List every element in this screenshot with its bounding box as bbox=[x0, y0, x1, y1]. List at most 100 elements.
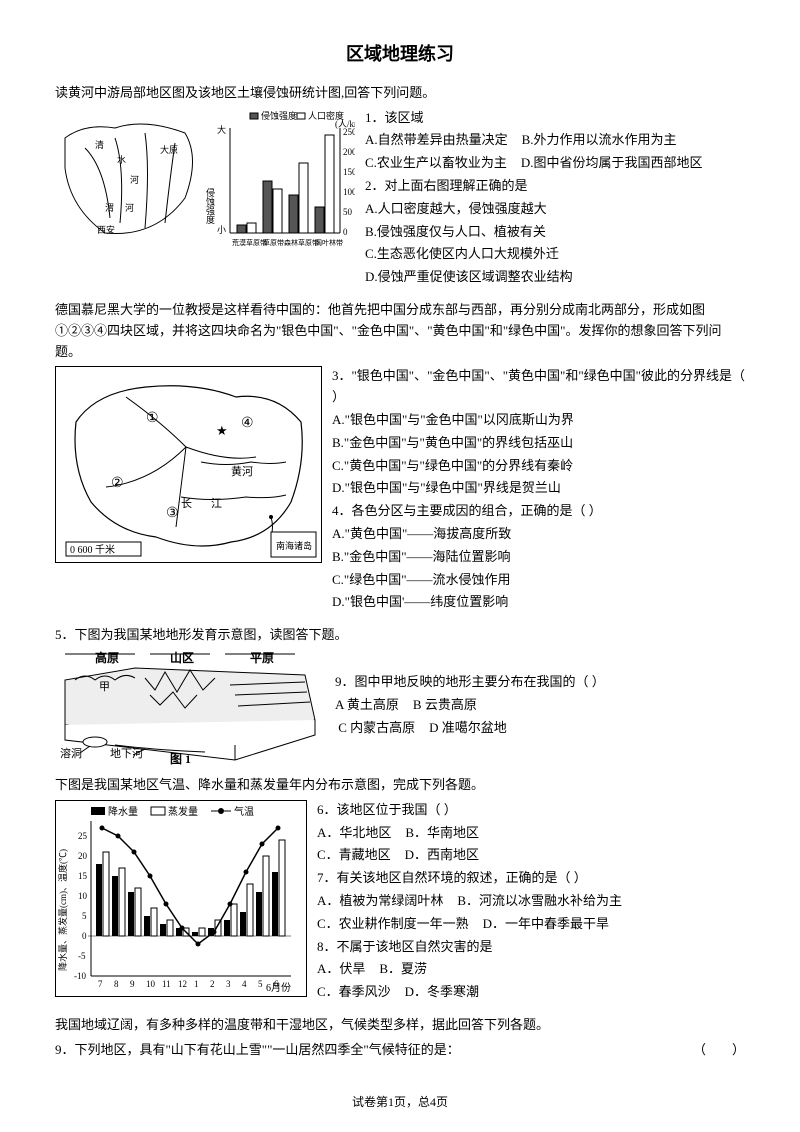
page-title: 区域地理练习 bbox=[55, 40, 745, 69]
q4-d: D."银色中国'——纬度位置影响 bbox=[332, 592, 745, 613]
svg-text:溶洞: 溶洞 bbox=[60, 746, 82, 760]
q2-b: B.侵蚀强度仅与人口、植被有关 bbox=[365, 222, 745, 243]
svg-text:250: 250 bbox=[343, 127, 355, 137]
q7-c: C．农业耕作制度一年一熟 bbox=[317, 914, 469, 935]
q9b-stem: 9．下列地区，具有"山下有花山上雪""一山居然四季全"气候特征的是： bbox=[55, 1042, 460, 1057]
svg-text:清: 清 bbox=[95, 139, 104, 150]
q9a-stem: 9．图中甲地反映的地形主要分布在我国的（ ） bbox=[335, 672, 745, 693]
q7-a: A．植被为常绿阔叶林 bbox=[317, 891, 443, 912]
svg-text:④: ④ bbox=[241, 416, 254, 431]
svg-text:0: 0 bbox=[82, 931, 87, 941]
svg-text:-5: -5 bbox=[78, 951, 86, 961]
q9a-d: D 准噶尔盆地 bbox=[429, 718, 507, 739]
svg-text:甲: 甲 bbox=[99, 681, 110, 693]
svg-text:5: 5 bbox=[258, 979, 263, 989]
section2: ① ② ③ ④ ★ 黄河 长 江 南海诸岛 0 600 千米 3．"银色中国"、… bbox=[55, 366, 745, 615]
svg-text:阔叶林带: 阔叶林带 bbox=[315, 238, 343, 247]
q8-a: A．伏旱 bbox=[317, 959, 365, 980]
q2-d: D.侵蚀严重促使该区域调整农业结构 bbox=[365, 267, 745, 288]
q8-d: D．冬季寒潮 bbox=[405, 982, 479, 1003]
svg-text:50: 50 bbox=[343, 207, 353, 217]
svg-text:-10: -10 bbox=[74, 971, 86, 981]
q4-c: C."绿色中国"——流水侵蚀作用 bbox=[332, 570, 745, 591]
svg-text:高原: 高原 bbox=[95, 650, 119, 665]
svg-text:15: 15 bbox=[78, 871, 88, 881]
section2-intro: 德国慕尼黑大学的一位教授是这样看待中国的：他首先把中国分成东部与西部，再分别分成… bbox=[55, 300, 745, 362]
svg-text:平原: 平原 bbox=[250, 651, 274, 665]
q1-c: C.农业生产以畜牧业为主 bbox=[365, 153, 507, 174]
q9a-b: B 云贵高原 bbox=[413, 695, 477, 716]
svg-text:1: 1 bbox=[194, 979, 199, 989]
section1-figures: 清 水 河 大原 西安 渭 河 侵蚀强度 人口密度 (人/km²) 大 小 0 bbox=[55, 108, 355, 258]
q3-a: A."银色中国"与"金色中国"以冈底斯山为界 bbox=[332, 410, 745, 431]
svg-text:25: 25 bbox=[78, 831, 88, 841]
section3-intro: 5．下图为我国某地地形发育示意图，读图答下题。 bbox=[55, 625, 745, 646]
svg-text:12: 12 bbox=[178, 979, 187, 989]
svg-text:蒸发量: 蒸发量 bbox=[168, 805, 198, 818]
svg-text:小: 小 bbox=[217, 225, 226, 235]
terrain-diagram: 高原 山区 平原 甲 溶洞 地下河 图 1 bbox=[55, 650, 325, 765]
section3: 高原 山区 平原 甲 溶洞 地下河 图 1 bbox=[55, 650, 745, 765]
q9b: 9．下列地区，具有"山下有花山上雪""一山居然四季全"气候特征的是： （ ） bbox=[55, 1040, 745, 1061]
svg-text:江: 江 bbox=[211, 497, 222, 510]
svg-text:森林草原带: 森林草原带 bbox=[284, 238, 319, 247]
yellow-river-map-and-chart: 清 水 河 大原 西安 渭 河 侵蚀强度 人口密度 (人/km²) 大 小 0 bbox=[55, 108, 355, 258]
section5-intro: 我国地域辽阔，有多种多样的温度带和干湿地区，气候类型多样，据此回答下列各题。 bbox=[55, 1015, 745, 1036]
svg-text:大: 大 bbox=[217, 124, 226, 135]
svg-text:地下河: 地下河 bbox=[110, 747, 143, 760]
q6-a: A．华北地区 bbox=[317, 823, 391, 844]
svg-text:草原带: 草原带 bbox=[263, 238, 284, 247]
page-footer: 试卷第1页，总4页 bbox=[0, 1093, 800, 1112]
svg-text:8: 8 bbox=[114, 979, 119, 989]
svg-text:7: 7 bbox=[98, 979, 103, 989]
china-regions-map: ① ② ③ ④ ★ 黄河 长 江 南海诸岛 0 600 千米 bbox=[55, 366, 322, 563]
q4-stem: 4．各色分区与主要成因的组合，正确的是（ ） bbox=[332, 501, 745, 522]
svg-text:西安: 西安 bbox=[97, 224, 115, 235]
svg-text:长: 长 bbox=[181, 497, 192, 510]
svg-text:侵蚀强度: 侵蚀强度 bbox=[205, 187, 215, 225]
q9a-c: C 内蒙古高原 bbox=[338, 718, 415, 739]
q8-stem: 8．不属于该地区自然灾害的是 bbox=[317, 937, 745, 958]
svg-text:6月份: 6月份 bbox=[266, 982, 291, 994]
svg-text:150: 150 bbox=[343, 167, 355, 177]
q1-a: A.自然带差异由热量决定 bbox=[365, 130, 508, 151]
svg-text:100: 100 bbox=[343, 187, 355, 197]
svg-text:①: ① bbox=[146, 411, 159, 426]
svg-text:5: 5 bbox=[82, 911, 87, 921]
svg-text:降水量、蒸发量(cm)、温度(℃): 降水量、蒸发量(cm)、温度(℃) bbox=[57, 849, 68, 971]
svg-text:200: 200 bbox=[343, 147, 355, 157]
svg-text:降水量: 降水量 bbox=[108, 805, 138, 818]
svg-text:荒漠草原带: 荒漠草原带 bbox=[232, 238, 267, 247]
section4-intro: 下图是我国某地区气温、降水量和蒸发量年内分布示意图，完成下列各题。 bbox=[55, 775, 745, 796]
q4-a: A."黄色中国"——海拔高度所致 bbox=[332, 524, 745, 545]
q6-d: D．西南地区 bbox=[405, 845, 479, 866]
svg-text:3: 3 bbox=[226, 979, 231, 989]
svg-text:11: 11 bbox=[162, 979, 171, 989]
svg-text:图 1: 图 1 bbox=[170, 752, 191, 765]
q1-d: D.图中省份均属于我国西部地区 bbox=[521, 153, 703, 174]
svg-text:②: ② bbox=[111, 476, 124, 491]
svg-text:0 600 千米: 0 600 千米 bbox=[70, 543, 115, 556]
q3-d: D."银色中国"与"绿色中国"界线是贺兰山 bbox=[332, 478, 745, 499]
section4: 降水量 蒸发量 气温 -10 -5 0 5 10 15 20 25 降水量、蒸发… bbox=[55, 800, 745, 1005]
q7-stem: 7．有关该地区自然环境的叙述，正确的是（ ） bbox=[317, 868, 745, 889]
section1: 清 水 河 大原 西安 渭 河 侵蚀强度 人口密度 (人/km²) 大 小 0 bbox=[55, 108, 745, 290]
svg-text:10: 10 bbox=[146, 979, 156, 989]
q4-b: B."金色中国"——海陆位置影响 bbox=[332, 547, 745, 568]
q7-b: B．河流以冰雪融水补给为主 bbox=[457, 891, 622, 912]
q7-d: D．一年中春季最干旱 bbox=[483, 914, 609, 935]
q9a-a: A 黄土高原 bbox=[335, 695, 399, 716]
q3-stem: 3．"银色中国"、"金色中国"、"黄色中国"和"绿色中国"彼此的分界线是（ ） bbox=[332, 366, 745, 408]
q8-b: B．夏涝 bbox=[379, 959, 427, 980]
q6-stem: 6．该地区位于我国（ ） bbox=[317, 800, 745, 821]
svg-text:9: 9 bbox=[130, 979, 135, 989]
svg-text:侵蚀强度: 侵蚀强度 bbox=[261, 110, 297, 121]
svg-text:水: 水 bbox=[117, 154, 126, 165]
svg-text:河: 河 bbox=[130, 174, 139, 185]
svg-text:10: 10 bbox=[78, 891, 88, 901]
svg-text:大原: 大原 bbox=[160, 144, 178, 155]
svg-text:③: ③ bbox=[166, 506, 179, 521]
q6-b: B．华南地区 bbox=[405, 823, 479, 844]
q2-c: C.生态恶化使区内人口大规模外迁 bbox=[365, 244, 745, 265]
svg-text:黄河: 黄河 bbox=[231, 464, 253, 478]
